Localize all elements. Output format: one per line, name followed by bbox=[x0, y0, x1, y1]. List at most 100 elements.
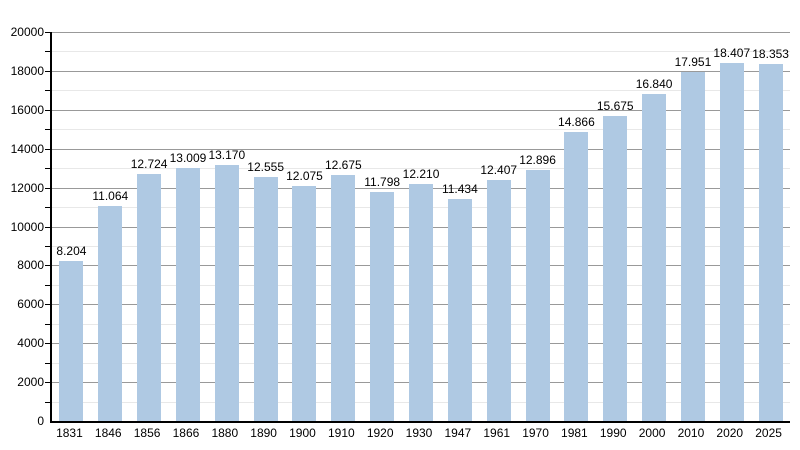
bar-1930 bbox=[409, 183, 434, 421]
bar-value-label: 12.896 bbox=[519, 153, 556, 168]
x-axis-label: 1880 bbox=[211, 426, 239, 440]
minor-gridline bbox=[52, 90, 790, 91]
x-axis-label: 2000 bbox=[638, 426, 666, 440]
y-axis-label: 4000 bbox=[17, 336, 44, 350]
bar-1981 bbox=[564, 131, 589, 421]
bar-1947 bbox=[447, 198, 472, 421]
y-axis-tick bbox=[45, 149, 50, 150]
x-axis-label: 1900 bbox=[289, 426, 316, 440]
bar-value-label: 13.170 bbox=[208, 147, 246, 162]
y-axis-tick bbox=[45, 71, 50, 72]
bar-slot: 18.353 bbox=[751, 32, 790, 421]
major-gridline bbox=[52, 149, 790, 150]
bar-2025 bbox=[758, 64, 783, 421]
x-axis-label: 1947 bbox=[444, 426, 472, 440]
bars-layer: 8.204 11.064 12.724 13.009 13.170 12.555 12.07… bbox=[52, 32, 790, 421]
y-axis-tick bbox=[45, 188, 50, 189]
x-axis-label: 1856 bbox=[133, 426, 161, 440]
x-axis-label: 1990 bbox=[599, 426, 627, 440]
y-axis-tick bbox=[45, 207, 50, 208]
x-axis-labels: 1831 1846 1856 1866 1880 1890 1900 1910 1920 1930… bbox=[50, 426, 788, 440]
bar-value-label: 11.064 bbox=[92, 188, 129, 203]
bar-value-label: 11.798 bbox=[364, 174, 401, 189]
y-axis-tick bbox=[45, 402, 50, 403]
x-axis-label: 2025 bbox=[755, 426, 782, 440]
y-axis-label: 10000 bbox=[10, 220, 44, 234]
x-axis-label: 1930 bbox=[405, 426, 433, 440]
bar-slot: 16.840 bbox=[635, 32, 674, 421]
bar-1910 bbox=[331, 174, 356, 421]
bar-value-label: 12.210 bbox=[402, 166, 440, 181]
bar-slot: 11.434 bbox=[440, 32, 479, 421]
y-axis-tick bbox=[45, 227, 50, 228]
bar-value-label: 16.840 bbox=[635, 76, 673, 91]
x-axis-label: 1961 bbox=[483, 426, 511, 440]
x-axis-label: 1981 bbox=[561, 426, 588, 440]
y-axis-label: 8000 bbox=[17, 258, 44, 272]
x-axis-label: 1831 bbox=[56, 426, 83, 440]
x-axis-label: 2010 bbox=[677, 426, 705, 440]
bar-value-label: 8.204 bbox=[56, 244, 87, 259]
y-axis-label: 12000 bbox=[10, 181, 44, 195]
bar-slot: 11.798 bbox=[363, 32, 402, 421]
bar-1890 bbox=[253, 176, 278, 421]
x-axis-label: 1920 bbox=[366, 426, 394, 440]
bar-slot: 11.064 bbox=[91, 32, 130, 421]
bar-value-label: 11.434 bbox=[441, 181, 478, 196]
x-axis-label: 1970 bbox=[522, 426, 549, 440]
bar-1880 bbox=[214, 164, 239, 421]
y-axis-tick bbox=[45, 382, 50, 383]
bar-2000 bbox=[642, 93, 667, 421]
bar-slot: 12.210 bbox=[402, 32, 441, 421]
major-gridline bbox=[52, 110, 790, 111]
minor-gridline bbox=[52, 51, 790, 52]
bar-1856 bbox=[137, 173, 162, 421]
bar-1846 bbox=[98, 205, 123, 421]
y-axis-label: 16000 bbox=[10, 103, 44, 117]
bar-slot: 12.675 bbox=[324, 32, 363, 421]
y-axis-label: 20000 bbox=[10, 25, 44, 39]
y-axis-tick bbox=[45, 304, 50, 305]
bar-slot: 12.407 bbox=[479, 32, 518, 421]
bar-2020 bbox=[719, 63, 744, 421]
bar-slot: 13.009 bbox=[169, 32, 208, 421]
y-axis-labels: 0 2000 4000 6000 8000 10000 12000 14000 16000 180… bbox=[0, 25, 44, 428]
bar-value-label: 14.866 bbox=[558, 114, 595, 129]
bar-1920 bbox=[370, 191, 395, 421]
major-gridline bbox=[52, 71, 790, 72]
bar-2010 bbox=[680, 71, 705, 421]
bar-value-label: 15.675 bbox=[596, 99, 634, 114]
y-axis-tick bbox=[45, 265, 50, 266]
bar-1900 bbox=[292, 186, 317, 421]
bar-slot: 12.075 bbox=[285, 32, 324, 421]
y-axis-label: 14000 bbox=[10, 142, 44, 156]
bar-slot: 12.555 bbox=[246, 32, 285, 421]
y-axis-tick bbox=[45, 343, 50, 344]
x-axis-label: 1890 bbox=[250, 426, 277, 440]
x-axis-label: 2020 bbox=[716, 426, 744, 440]
y-axis-tick bbox=[45, 110, 50, 111]
bar-slot: 12.724 bbox=[130, 32, 169, 421]
y-axis-label: 6000 bbox=[17, 297, 44, 311]
bar-value-label: 13.009 bbox=[169, 151, 207, 165]
y-axis-tick bbox=[45, 324, 50, 325]
y-axis-tick bbox=[45, 168, 50, 169]
y-axis-tick bbox=[45, 285, 50, 286]
bar-value-label: 17.951 bbox=[674, 54, 712, 69]
bar-1970 bbox=[525, 170, 550, 421]
bar-1961 bbox=[486, 179, 511, 421]
bar-value-label: 12.675 bbox=[324, 157, 362, 172]
bar-value-label: 18.407 bbox=[713, 46, 751, 60]
y-axis-label: 18000 bbox=[10, 64, 44, 78]
bar-value-label: 12.075 bbox=[286, 169, 323, 184]
bar-1990 bbox=[603, 116, 628, 421]
bar-slot: 13.170 bbox=[207, 32, 246, 421]
minor-gridline bbox=[52, 168, 790, 169]
y-axis-label: 2000 bbox=[17, 375, 44, 389]
y-axis-tick bbox=[45, 129, 50, 130]
bar-slot: 14.866 bbox=[557, 32, 596, 421]
bar-slot: 12.896 bbox=[518, 32, 557, 421]
y-axis-tick bbox=[45, 51, 50, 52]
plot-area: 8.204 11.064 12.724 13.009 13.170 12.555 12.07… bbox=[45, 32, 790, 423]
